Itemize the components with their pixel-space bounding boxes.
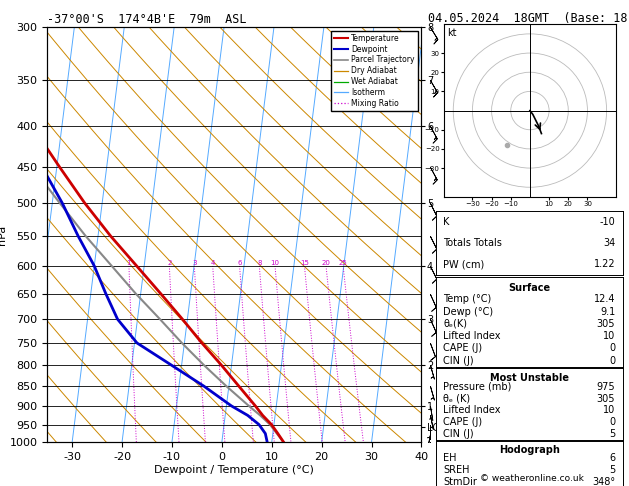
Text: 34: 34 — [603, 238, 615, 248]
Text: 9.1: 9.1 — [600, 307, 615, 317]
Text: StmDir: StmDir — [443, 477, 477, 486]
Text: 10: 10 — [270, 260, 279, 266]
Text: 3: 3 — [192, 260, 197, 266]
Text: 5: 5 — [609, 465, 615, 475]
Text: 2: 2 — [167, 260, 172, 266]
Text: CAPE (J): CAPE (J) — [443, 417, 482, 427]
Text: 1: 1 — [126, 260, 131, 266]
Text: Dewp (°C): Dewp (°C) — [443, 307, 494, 317]
Text: kt: kt — [447, 28, 457, 38]
Text: 0: 0 — [609, 344, 615, 353]
Text: CIN (J): CIN (J) — [443, 356, 474, 366]
Text: 10: 10 — [603, 405, 615, 416]
Text: 4: 4 — [211, 260, 215, 266]
Text: 0: 0 — [609, 356, 615, 366]
Text: PW (cm): PW (cm) — [443, 259, 484, 269]
Text: Temp (°C): Temp (°C) — [443, 295, 492, 304]
Text: Surface: Surface — [508, 283, 550, 294]
Text: Totals Totals: Totals Totals — [443, 238, 502, 248]
Text: SREH: SREH — [443, 465, 470, 475]
Text: CAPE (J): CAPE (J) — [443, 344, 482, 353]
Text: -37°00'S  174°4B'E  79m  ASL: -37°00'S 174°4B'E 79m ASL — [47, 13, 247, 26]
Text: θₑ(K): θₑ(K) — [443, 319, 467, 329]
Text: 1.22: 1.22 — [594, 259, 615, 269]
Text: CIN (J): CIN (J) — [443, 429, 474, 439]
Text: 8: 8 — [257, 260, 262, 266]
Text: 348°: 348° — [592, 477, 615, 486]
Text: 12.4: 12.4 — [594, 295, 615, 304]
Text: 6: 6 — [609, 453, 615, 463]
Text: EH: EH — [443, 453, 457, 463]
Text: 975: 975 — [597, 382, 615, 392]
X-axis label: Dewpoint / Temperature (°C): Dewpoint / Temperature (°C) — [154, 465, 314, 475]
Text: 04.05.2024  18GMT  (Base: 18): 04.05.2024 18GMT (Base: 18) — [428, 12, 629, 25]
Text: 20: 20 — [321, 260, 330, 266]
Text: Lifted Index: Lifted Index — [443, 405, 501, 416]
Text: 15: 15 — [300, 260, 309, 266]
Text: -10: -10 — [599, 217, 615, 227]
Text: Lifted Index: Lifted Index — [443, 331, 501, 341]
Text: 10: 10 — [603, 331, 615, 341]
Text: 305: 305 — [597, 394, 615, 403]
Y-axis label: hPa: hPa — [0, 225, 7, 244]
Text: Hodograph: Hodograph — [499, 446, 560, 455]
Text: 6: 6 — [237, 260, 242, 266]
Y-axis label: km
ASL: km ASL — [447, 226, 469, 243]
Text: θₑ (K): θₑ (K) — [443, 394, 470, 403]
Legend: Temperature, Dewpoint, Parcel Trajectory, Dry Adiabat, Wet Adiabat, Isotherm, Mi: Temperature, Dewpoint, Parcel Trajectory… — [331, 31, 418, 111]
Text: Most Unstable: Most Unstable — [490, 373, 569, 383]
Text: © weatheronline.co.uk: © weatheronline.co.uk — [479, 474, 584, 483]
Text: K: K — [443, 217, 450, 227]
Text: 25: 25 — [339, 260, 347, 266]
Text: 5: 5 — [609, 429, 615, 439]
Text: 0: 0 — [609, 417, 615, 427]
Text: 305: 305 — [597, 319, 615, 329]
Text: Pressure (mb): Pressure (mb) — [443, 382, 512, 392]
